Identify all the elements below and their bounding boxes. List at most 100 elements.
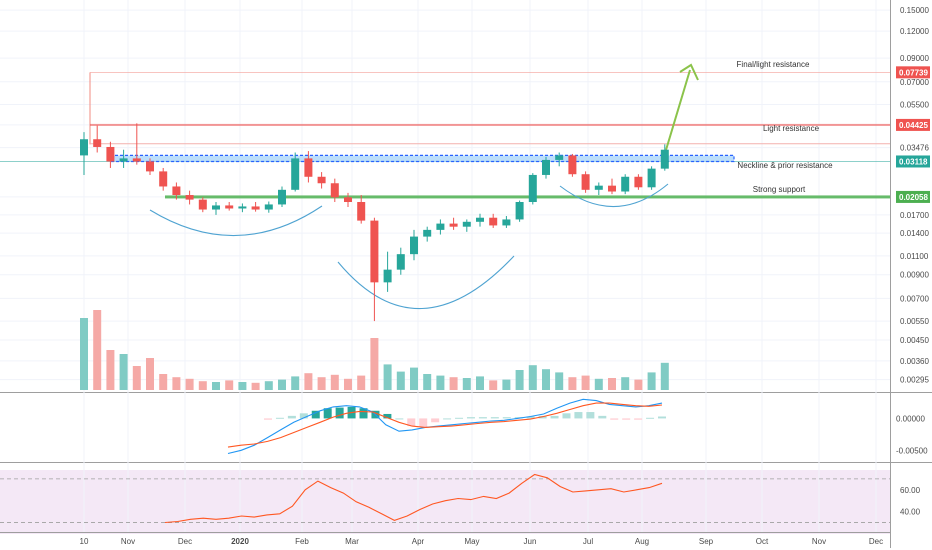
candle-body[interactable] [159,171,168,187]
candle-body[interactable] [146,161,154,172]
candle-body[interactable] [489,217,498,226]
price-tick-label: 0.00900 [900,271,929,280]
volume-bar [555,372,564,390]
candle-body[interactable] [423,229,432,237]
volume-bar [80,318,88,390]
volume-bar [528,365,537,390]
final-resistance-line[interactable] [90,72,890,73]
candle-body[interactable] [106,146,115,162]
time-axis[interactable]: 10 Nov Dec 2020 Feb Mar Apr May Jun Jul Aug Sep Oct N… [80,537,884,546]
macd-histogram-bar [264,418,272,420]
price-tick-label: 0.09000 [900,54,929,63]
candle-body[interactable] [119,158,128,162]
candle-body[interactable] [304,158,313,177]
volume-bar [476,376,484,390]
candle-body[interactable] [660,149,669,169]
candle-body[interactable] [93,139,102,147]
candle-body[interactable] [172,186,181,196]
candle-body[interactable] [581,174,590,190]
macd-histogram-bar [586,412,595,419]
strong-support-line[interactable] [165,195,890,199]
volume-bars [80,310,669,390]
volume-bar [568,377,577,390]
macd-histogram-bar [287,415,296,419]
time-tick-label: Apr [412,537,425,546]
candle-body[interactable] [608,185,616,192]
candle-body[interactable] [568,155,577,175]
candle-body[interactable] [449,223,458,227]
candle-body[interactable] [502,219,511,226]
macd-histogram-bar [323,408,332,419]
volume-bar [317,377,326,390]
candle-body[interactable] [383,269,392,283]
time-tick-label: Aug [635,537,649,546]
macd-histogram-bar [526,416,535,419]
candle-body[interactable] [291,158,300,190]
price-tag-label: 0.07739 [899,68,928,77]
candle-body[interactable] [436,223,445,230]
candle-body[interactable] [278,189,286,205]
price-axis[interactable]: 0.15000 0.12000 0.09000 0.07000 0.05500 0.034… [896,6,930,517]
volume-bar [344,378,352,390]
macd-signal-line [227,402,663,448]
candle-body[interactable] [528,174,537,203]
candle-body[interactable] [555,155,564,160]
candle-body[interactable] [357,202,366,221]
volume-bar [581,375,590,390]
time-tick-label: Dec [178,537,192,546]
rsi-tick-label: 60.00 [900,486,921,495]
price-tick-label: 0.01400 [900,229,929,238]
breakout-arrow-head [679,63,699,81]
candle-body[interactable] [198,199,207,210]
left-shoulder-arc [149,205,323,237]
candle-body[interactable] [225,205,234,209]
annotations: Final/light resistance Light resistance Ne… [737,60,834,194]
macd-histogram-bar [299,413,308,419]
macd-tick-label: -0.00500 [896,446,928,455]
macd-histogram-bar [502,417,511,419]
candle-body[interactable] [410,236,418,255]
volume-bar [106,350,115,390]
volume-bar [304,373,313,390]
light-resistance-line[interactable] [90,123,890,126]
macd-tick-label: 0.00000 [896,414,925,423]
candle-body[interactable] [476,217,484,222]
volume-bar [330,374,339,390]
macd-histogram-bar [622,418,631,420]
neckline-band[interactable] [109,154,735,163]
time-tick-label: Dec [869,537,883,546]
time-tick-label: Mar [345,537,359,546]
candle-body[interactable] [542,159,550,175]
candle-body[interactable] [594,185,603,190]
candle-body[interactable] [462,221,471,227]
candle-body[interactable] [264,204,273,210]
volume-bar [423,374,432,390]
candle-body[interactable] [370,220,379,283]
time-tick-label: Feb [295,537,309,546]
candle-body[interactable] [621,176,630,192]
candle-body[interactable] [396,254,405,270]
candle-body[interactable] [132,158,141,162]
candle-body[interactable] [238,206,247,209]
volume-bar [383,364,392,390]
candle-body[interactable] [212,205,220,210]
macd-histogram-bar [466,417,475,419]
candle-body[interactable] [330,183,339,198]
candle-body[interactable] [344,197,352,203]
volume-bar [159,374,168,390]
candle-body[interactable] [251,206,260,210]
price-tick-label: 0.00550 [900,317,929,326]
macd-histogram-bar [610,418,619,420]
time-tick-label: Oct [756,537,769,546]
candle-body[interactable] [80,139,88,156]
macd-histogram-bar [359,408,368,419]
candle-body[interactable] [634,176,643,188]
volume-bar [436,375,445,390]
candle-body[interactable] [647,168,656,188]
volume-bar [225,380,234,390]
candle-body[interactable] [185,195,194,200]
price-tick-label: 0.00700 [900,294,929,303]
rsi-band-fill [0,470,890,534]
candle-body[interactable] [317,176,326,184]
candle-body[interactable] [515,202,524,220]
